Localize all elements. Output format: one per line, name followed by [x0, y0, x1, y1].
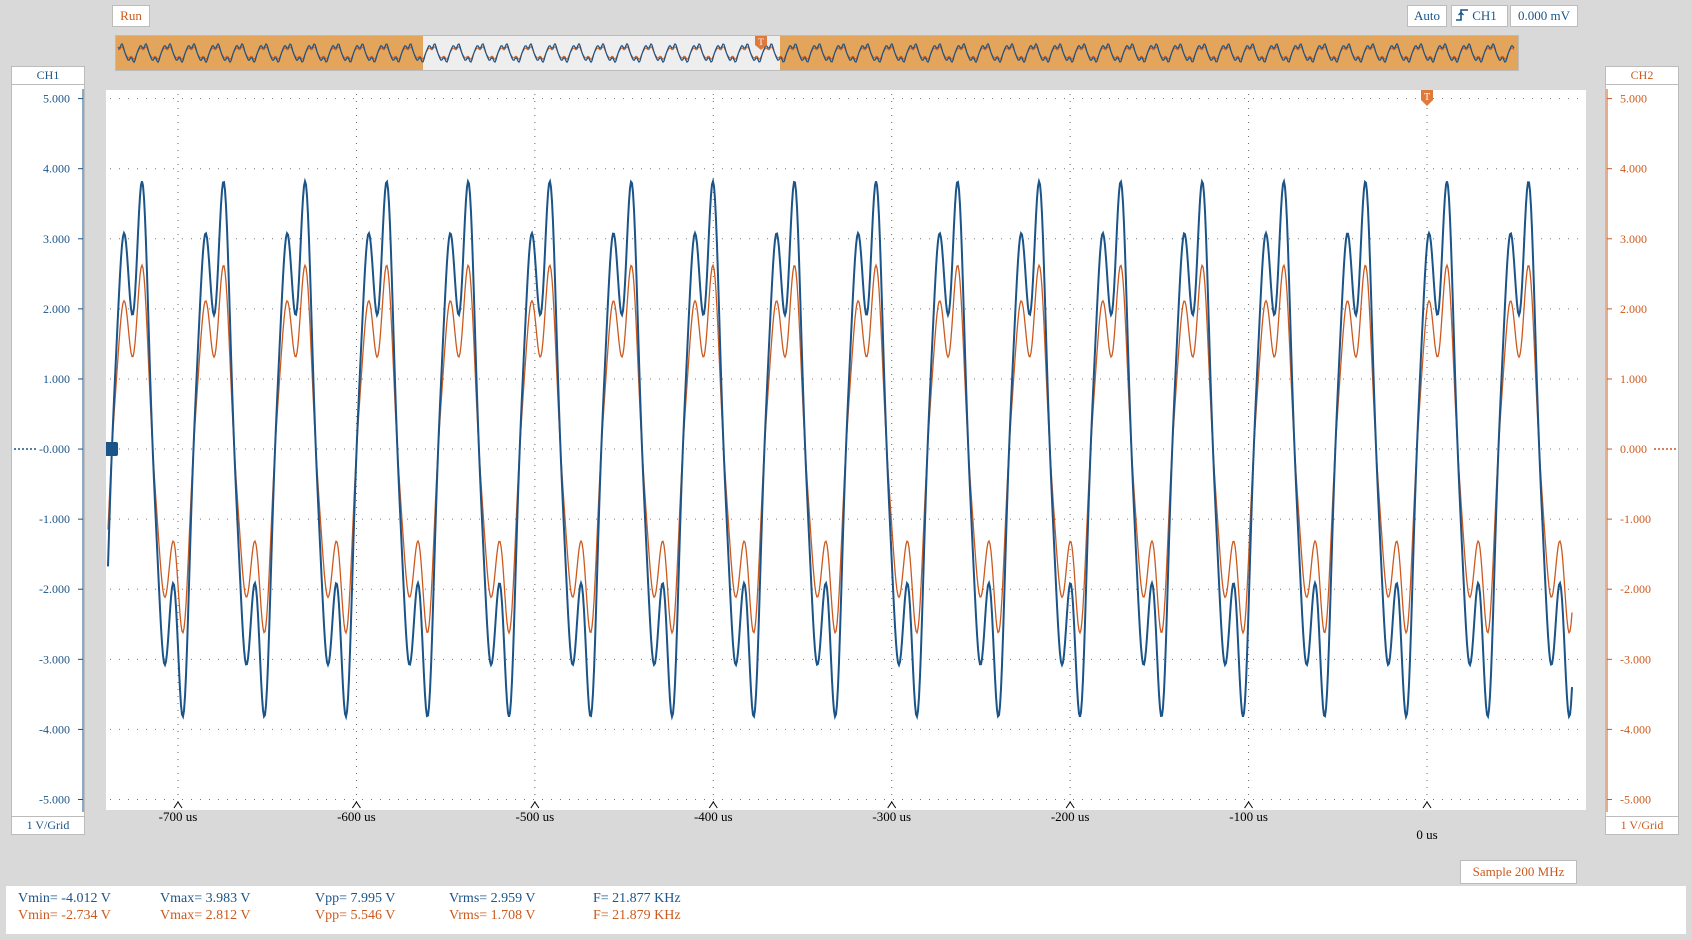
ch1-y-tick-label: 1.000: [43, 372, 70, 386]
ch2-frequency: F= 21.879 KHz: [593, 908, 681, 923]
x-tick-arrow: [1244, 801, 1253, 809]
x-tick-label: -300 us: [872, 809, 911, 824]
rising-edge-icon: [1455, 8, 1469, 22]
overview-ch1-waveform: [117, 42, 1515, 64]
ch2-vpp: Vpp= 5.546 V: [315, 908, 396, 923]
x-tick-label: -400 us: [694, 809, 733, 824]
x-zero-label: 0 us: [1416, 827, 1437, 842]
ch1-label[interactable]: CH1: [11, 66, 85, 85]
trigger-source-button[interactable]: CH1: [1451, 5, 1508, 27]
ch1-y-tick-label: 2.000: [43, 302, 70, 316]
ch2-y-tick-label: 4.000: [1620, 162, 1647, 176]
ch2-y-tick-label: -3.000: [1620, 652, 1651, 666]
ch2-y-tick-label: -1.000: [1620, 512, 1651, 526]
x-axis-labels: -700 us -600 us -500 us -400 us -300 us -200 …: [159, 809, 1438, 842]
x-tick-arrow: [173, 801, 183, 809]
waveform-plot: T: [104, 90, 1582, 809]
ch1-y-tick-label: 5.000: [43, 92, 70, 106]
ch2-y-tick-label: -4.000: [1620, 722, 1651, 736]
ch1-y-tick-label: -0.000: [39, 442, 70, 456]
ch1-vrms: Vrms= 2.959 V: [449, 891, 536, 906]
x-tick-label: -500 us: [516, 809, 555, 824]
measurements-panel: Vmin= -4.012 V Vmax= 3.983 V Vpp= 7.995 …: [6, 886, 1686, 934]
ch1-scale-button[interactable]: 1 V/Grid: [11, 816, 85, 835]
ch2-y-tick-label: 5.000: [1620, 92, 1647, 106]
ch1-measurements: Vmin= -4.012 V Vmax= 3.983 V Vpp= 7.995 …: [6, 891, 1686, 909]
ch2-measurements: Vmin= -2.734 V Vmax= 2.812 V Vpp= 5.546 …: [6, 908, 1686, 926]
ch1-y-tick-label: 3.000: [43, 232, 70, 246]
overview-visible-window: [423, 36, 780, 70]
ch1-vpp: Vpp= 7.995 V: [315, 891, 396, 906]
trigger-level-field[interactable]: 0.000 mV: [1510, 5, 1578, 27]
ch2-y-tick-label: 1.000: [1620, 372, 1647, 386]
ch2-vmin: Vmin= -2.734 V: [18, 908, 111, 923]
ch2-vmax: Vmax= 2.812 V: [160, 908, 251, 923]
ch2-y-tick-label: 0.000: [1620, 442, 1647, 456]
ch1-frequency: F= 21.877 KHz: [593, 891, 681, 906]
x-tick-arrow: [352, 801, 361, 809]
trigger-marker-label: T: [1424, 92, 1430, 103]
ch1-vmax: Vmax= 3.983 V: [160, 891, 251, 906]
x-tick-arrow: [1065, 801, 1075, 809]
ch2-y-tick-label: -2.000: [1620, 582, 1651, 596]
oscilloscope-display[interactable]: T: [104, 90, 1586, 810]
ch2-label[interactable]: CH2: [1605, 66, 1679, 85]
x-tick-arrow: [887, 801, 897, 809]
trigger-mode-button[interactable]: Auto: [1407, 5, 1447, 27]
ch1-y-tick-label: -1.000: [39, 512, 70, 526]
overview-trigger-icon: T: [755, 36, 767, 50]
ch1-y-tick-label: -4.000: [39, 722, 70, 736]
ch2-vrms: Vrms= 1.708 V: [449, 908, 536, 923]
ch1-y-tick-label: -3.000: [39, 652, 70, 666]
x-tick-label: -200 us: [1051, 809, 1090, 824]
ch2-y-tick-label: 2.000: [1620, 302, 1647, 316]
ch2-axis-panel: 5.000 4.000 3.000 2.000 1.000 0.000 -1.000 -2.0…: [1605, 85, 1679, 816]
ch1-waveform: [107, 177, 1573, 721]
ch1-y-tick-label: 4.000: [43, 162, 70, 176]
x-tick-label: -700 us: [159, 809, 198, 824]
x-tick-label: -100 us: [1229, 809, 1268, 824]
ch1-axis-panel: 5.000 4.000 3.000 2.000 1.000 -0.000 -1.000 -2.…: [11, 85, 85, 816]
ch2-y-tick-label: 3.000: [1620, 232, 1647, 246]
x-tick-arrow: [1422, 801, 1432, 809]
ch1-vmin: Vmin= -4.012 V: [18, 891, 111, 906]
sample-rate-label: Sample 200 MHz: [1460, 860, 1577, 884]
ch2-y-tick-label: -5.000: [1620, 793, 1651, 807]
ch2-waveform: [107, 263, 1573, 635]
ch1-y-axis: 5.000 4.000 3.000 2.000 1.000 -0.000 -1.000 -2.…: [14, 89, 84, 812]
ch1-offset-marker: [104, 442, 118, 457]
x-tick-arrow: [530, 801, 540, 809]
x-tick-label: -600 us: [337, 809, 376, 824]
overview-trigger-label: T: [758, 37, 764, 47]
overview-waveforms: T: [116, 36, 1518, 70]
x-tick-arrow: [708, 801, 718, 809]
overview-hidden-right: [780, 36, 1518, 70]
ch1-y-tick-label: -5.000: [39, 793, 70, 807]
trigger-source-label: CH1: [1472, 8, 1497, 23]
ch2-y-axis: 5.000 4.000 3.000 2.000 1.000 0.000 -1.000 -2.0…: [1606, 89, 1676, 812]
ch2-scale-button[interactable]: 1 V/Grid: [1605, 816, 1679, 835]
waveform-overview[interactable]: T: [115, 35, 1519, 71]
run-status-button[interactable]: Run: [112, 5, 150, 27]
ch1-y-tick-label: -2.000: [39, 582, 70, 596]
trigger-position-icon: T: [1421, 90, 1433, 106]
